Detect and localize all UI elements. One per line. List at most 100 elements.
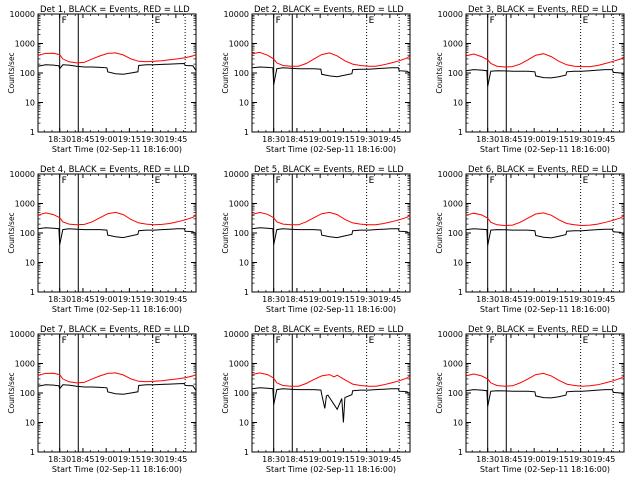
flag-marker-label: E [583, 176, 589, 186]
y-tick-label: 10 [239, 419, 249, 428]
y-tick-label: 1000 [15, 200, 35, 209]
y-axis-label: Counts/sec [221, 372, 230, 413]
series-line-lld [465, 53, 625, 68]
y-tick-label: 1 [30, 448, 35, 457]
y-tick-label: 10000 [438, 170, 463, 179]
chart-title: Det 5, BLACK = Events, RED = LLD [254, 165, 404, 175]
x-axis-label: Start Time (02-Sep-11 18:16:00) [52, 145, 182, 154]
y-axis-label: Counts/sec [435, 212, 444, 253]
y-tick-label: 10000 [10, 330, 35, 339]
x-axis-label: Start Time (02-Sep-11 18:16:00) [480, 305, 610, 314]
series-line-events [251, 227, 411, 245]
plot-frame [465, 13, 625, 133]
y-tick-label: 10 [453, 259, 463, 268]
chart-panel: Det 7, BLACK = Events, RED = LLD 1 10 100 10… [7, 325, 197, 474]
chart-panel: Det 8, BLACK = Events, RED = LLD 1 10 100 10… [221, 325, 411, 474]
x-tick-label: 19:00 [95, 455, 118, 464]
y-tick-label: 1 [244, 128, 249, 137]
y-tick-label: 1 [458, 448, 463, 457]
x-tick-label: 19:30 [141, 295, 164, 304]
y-tick-label: 100 [448, 229, 463, 238]
series-line-events [465, 389, 625, 407]
series-line-lld [465, 212, 625, 227]
flag-marker-label: F [276, 16, 281, 26]
y-axis-label: Counts/sec [7, 372, 16, 413]
x-tick-label: 19:15 [118, 135, 141, 144]
y-tick-label: 10000 [10, 170, 35, 179]
x-tick-label: 18:45 [71, 135, 94, 144]
series-line-events [251, 387, 411, 423]
chart-panel: Det 3, BLACK = Events, RED = LLD 1 10 100 10… [435, 5, 625, 154]
series-line-events [251, 66, 411, 85]
x-tick-label: 19:45 [378, 135, 401, 144]
series-line-lld [251, 372, 411, 387]
y-tick-label: 1000 [15, 40, 35, 49]
x-tick-label: 19:00 [309, 295, 332, 304]
flag-marker-label: E [155, 336, 161, 346]
y-tick-label: 1000 [229, 200, 249, 209]
x-tick-label: 19:15 [332, 135, 355, 144]
y-tick-label: 10000 [438, 10, 463, 19]
x-tick-label: 18:30 [476, 455, 499, 464]
chart-panel: Det 2, BLACK = Events, RED = LLD 1 10 100 10… [221, 5, 411, 154]
x-tick-label: 19:45 [592, 455, 615, 464]
x-tick-label: 19:30 [141, 455, 164, 464]
y-tick-label: 10 [453, 99, 463, 108]
x-tick-label: 19:30 [569, 295, 592, 304]
y-tick-label: 1 [30, 128, 35, 137]
y-tick-label: 100 [234, 389, 249, 398]
series-line-lld [251, 211, 411, 226]
series-line-events [37, 62, 197, 75]
x-tick-label: 18:45 [285, 455, 308, 464]
y-tick-label: 10000 [10, 10, 35, 19]
x-tick-label: 18:30 [262, 295, 285, 304]
x-tick-label: 18:30 [476, 295, 499, 304]
x-tick-label: 19:15 [546, 135, 569, 144]
chart-title: Det 6, BLACK = Events, RED = LLD [468, 165, 618, 175]
y-tick-label: 10 [239, 259, 249, 268]
x-tick-label: 19:00 [309, 135, 332, 144]
y-tick-label: 1 [244, 288, 249, 297]
y-tick-label: 10 [25, 99, 35, 108]
y-tick-label: 10 [25, 419, 35, 428]
x-tick-label: 19:00 [95, 295, 118, 304]
series-line-lld [37, 211, 197, 226]
y-tick-label: 100 [20, 69, 35, 78]
series-line-lld [37, 372, 197, 384]
chart-title: Det 3, BLACK = Events, RED = LLD [468, 5, 618, 15]
x-tick-label: 19:45 [378, 455, 401, 464]
x-tick-label: 19:00 [523, 455, 546, 464]
x-axis-label: Start Time (02-Sep-11 18:16:00) [266, 465, 396, 474]
x-tick-label: 19:00 [95, 135, 118, 144]
flag-marker-label: E [369, 16, 375, 26]
x-tick-label: 18:45 [285, 135, 308, 144]
x-tick-label: 19:30 [141, 135, 164, 144]
flag-marker-label: F [490, 336, 495, 346]
plot-frame [37, 333, 197, 453]
flag-marker-label: E [583, 336, 589, 346]
y-tick-label: 1000 [443, 40, 463, 49]
y-tick-label: 100 [20, 229, 35, 238]
series-line-lld [251, 51, 411, 67]
y-tick-label: 1000 [15, 360, 35, 369]
series-line-lld [37, 52, 197, 64]
x-tick-label: 19:45 [592, 295, 615, 304]
chart-title: Det 8, BLACK = Events, RED = LLD [254, 325, 404, 335]
chart-panel: Det 6, BLACK = Events, RED = LLD 1 10 100 10… [435, 165, 625, 314]
y-axis-label: Counts/sec [7, 52, 16, 93]
y-tick-label: 100 [234, 69, 249, 78]
series-line-events [37, 227, 197, 245]
chart-title: Det 2, BLACK = Events, RED = LLD [254, 5, 404, 15]
flag-marker-label: E [369, 176, 375, 186]
flag-marker-label: F [276, 176, 281, 186]
x-tick-label: 19:45 [164, 135, 187, 144]
x-tick-label: 18:45 [499, 135, 522, 144]
chart-title: Det 1, BLACK = Events, RED = LLD [40, 5, 190, 15]
y-tick-label: 100 [448, 389, 463, 398]
x-tick-label: 19:15 [546, 455, 569, 464]
y-tick-label: 1000 [229, 40, 249, 49]
flag-marker-label: F [490, 16, 495, 26]
plot-frame [37, 13, 197, 133]
y-axis-label: Counts/sec [435, 52, 444, 93]
x-axis-label: Start Time (02-Sep-11 18:16:00) [266, 305, 396, 314]
